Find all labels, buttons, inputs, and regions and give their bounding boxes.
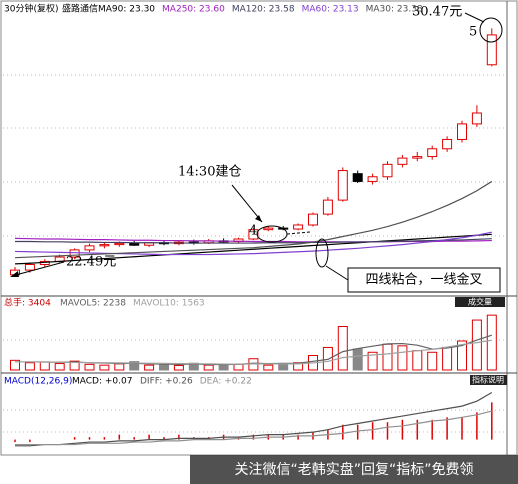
ma-line <box>14 231 492 256</box>
circle <box>479 17 503 43</box>
volume-bar <box>442 346 453 371</box>
legend-entry: MA60: 23.13 <box>302 5 359 15</box>
arrow-head <box>255 215 262 222</box>
annotation: 4 <box>249 224 257 239</box>
arrow <box>11 261 65 277</box>
candle-body <box>457 123 467 140</box>
volume-bar <box>367 351 378 371</box>
volume-bar <box>337 326 348 371</box>
volume-bar <box>39 361 50 371</box>
side-label-box <box>470 375 507 385</box>
arrow <box>325 265 349 281</box>
side-label-box <box>455 297 505 307</box>
volume-bar <box>54 363 65 371</box>
candle-body <box>471 112 482 125</box>
candle-body <box>397 157 408 165</box>
ma-line <box>15 391 493 447</box>
candle-body <box>263 227 274 231</box>
legend-entry: DIFF: +0.26 <box>140 377 193 387</box>
volume-bar <box>144 364 155 371</box>
ma-line <box>15 339 492 365</box>
legend-entry: MA90: 23.30 <box>98 5 155 15</box>
volume-bar <box>471 319 482 371</box>
candle-body <box>129 242 140 246</box>
candle-body <box>114 242 125 246</box>
candle-body <box>486 34 497 66</box>
candle-body <box>337 170 348 201</box>
macd-title: MACD(12,26,9) <box>4 377 72 387</box>
candle-body <box>308 213 318 226</box>
volume-bar <box>203 364 214 371</box>
arrow-head <box>10 271 19 277</box>
ma-line <box>14 233 492 265</box>
circle <box>315 238 329 268</box>
frame <box>0 0 518 456</box>
volume-bar <box>412 350 423 371</box>
candle-body <box>382 163 393 178</box>
callout-box <box>347 267 501 293</box>
candle-body <box>412 156 423 159</box>
volume-bar <box>218 364 229 371</box>
candle-body <box>293 224 304 230</box>
volume-bar <box>114 363 125 371</box>
volume-bar <box>382 343 393 371</box>
watermark-band <box>190 455 518 484</box>
annotation: 22.49元 <box>66 255 116 270</box>
volume-bar <box>10 359 20 371</box>
legend-entry: MA120: 23.58 <box>232 5 295 15</box>
candle-body <box>24 264 35 271</box>
candle-body <box>427 148 438 158</box>
legend-entry: MA30: 23.38 <box>366 5 423 15</box>
arrow <box>231 184 263 223</box>
annotation: 四线粘合，一线金叉 <box>365 272 482 288</box>
candle-body <box>322 199 333 215</box>
volume-bar <box>457 340 467 371</box>
candle-body <box>352 173 363 182</box>
macd-bar-label: MACD: +0.07 <box>72 377 132 387</box>
volume-bar <box>24 362 35 371</box>
volume-bar <box>69 360 80 371</box>
volume-bar <box>84 363 95 371</box>
volume-bar <box>99 364 110 371</box>
ma-line <box>15 238 492 244</box>
ma-line <box>14 180 493 259</box>
volume-bar <box>233 363 244 371</box>
side-label: 指标说明 <box>472 375 504 385</box>
candle-body <box>442 138 453 150</box>
volume-bar <box>486 314 497 371</box>
candle-body <box>367 176 378 182</box>
annotation: 14:30建仓 <box>178 165 241 180</box>
candle-body <box>248 229 259 240</box>
ma-line <box>15 410 492 446</box>
candle-body <box>99 244 110 247</box>
volume-bar <box>159 363 169 371</box>
annotation: 5 <box>469 25 477 40</box>
volume-bar <box>278 363 289 371</box>
volume-bar <box>397 345 408 371</box>
candle-body <box>84 245 95 251</box>
volume-bar <box>427 351 438 371</box>
annotations: 30.47元 5 14:30建仓 4 22.49元 四线粘合，一线金叉 <box>10 5 503 293</box>
stock-name: 盛路通信 <box>62 3 98 15</box>
dashed-line <box>286 231 311 235</box>
volume-bar <box>173 364 184 371</box>
volume-bar <box>263 364 274 371</box>
legend-entry: MA250: 23.60 <box>162 5 225 15</box>
watermark: 关注微信“老韩实盘”回复“指标”免费领 <box>234 461 473 478</box>
candle-body <box>69 249 80 258</box>
arrow <box>464 12 485 23</box>
volume-bar <box>352 348 363 371</box>
legend-entry: MAVOL10: 1563 <box>133 299 205 309</box>
legend-entry: MAVOL5: 2238 <box>60 299 126 309</box>
side-label: 成交量 <box>468 297 492 307</box>
annotation: 30.47元 <box>412 5 462 20</box>
volume-title: 总手: 3404 <box>4 297 51 309</box>
legend-entry: DEA: +0.22 <box>200 377 252 387</box>
volume-bar <box>129 361 140 371</box>
chart-title: 30分钟(复权) <box>4 3 58 15</box>
